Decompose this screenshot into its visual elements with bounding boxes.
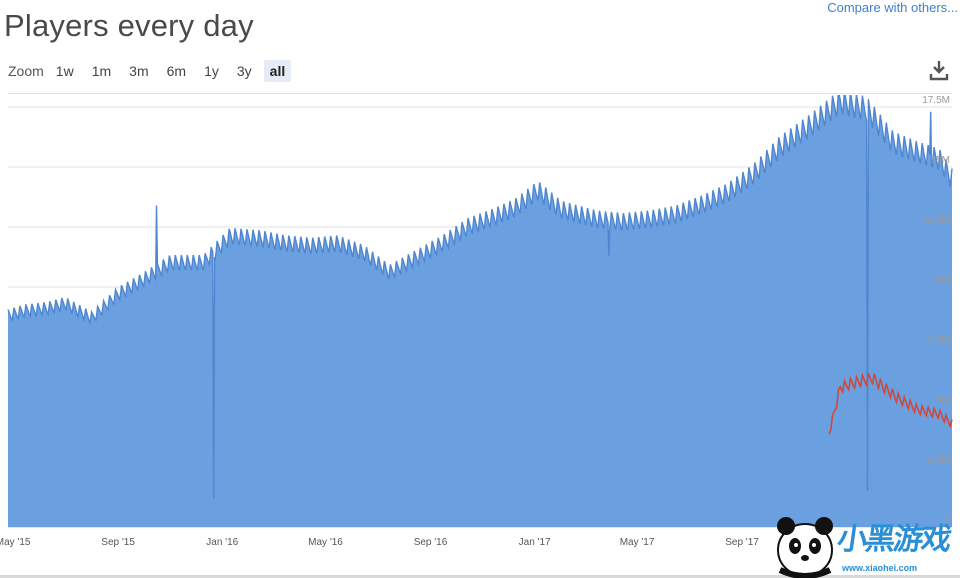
panda-logo <box>777 517 833 578</box>
zoom-3y-button[interactable]: 3y <box>236 63 252 79</box>
x-axis-labels: May '15 Sep '15 Jan '16 May '16 Sep '16 Jan '… <box>0 537 759 548</box>
zoom-3m-button[interactable]: 3m <box>129 63 149 79</box>
watermark-url: www.xiaohei.com <box>842 563 918 573</box>
bottom-strip <box>0 575 960 578</box>
x-tick-label: Jan '16 <box>206 537 238 548</box>
y-tick-label: 5M <box>936 395 950 406</box>
series-layer <box>7 95 953 527</box>
zoom-1w-button[interactable]: 1w <box>55 63 74 79</box>
x-tick-label: May '17 <box>620 537 655 548</box>
y-tick-label: 17.5M <box>922 95 950 106</box>
players-area <box>8 95 952 527</box>
y-tick-label: 12.5M <box>922 215 950 226</box>
x-tick-label: Jan '17 <box>519 537 551 548</box>
y-tick-label: 2.5M <box>928 455 950 466</box>
zoom-bar: Zoom 1w 1m 3m 6m 1y 3y all <box>8 60 297 82</box>
players-line <box>7 95 953 499</box>
zoom-1y-button[interactable]: 1y <box>204 63 219 79</box>
players-chart: 0 2.5M 5M 7.5M 10M 12.5M 15M 17.5M May '15 Sep '… <box>0 95 953 548</box>
y-tick-label: 15M <box>931 155 950 166</box>
x-tick-label: May '15 <box>0 537 31 548</box>
download-icon[interactable] <box>928 58 950 82</box>
compare-with-others-link[interactable]: Compare with others... <box>827 0 958 15</box>
page-title: Players every day <box>4 8 254 43</box>
y-tick-label: 10M <box>931 275 950 286</box>
zoom-all-button[interactable]: all <box>263 60 292 82</box>
comparison-line <box>828 372 953 435</box>
zoom-label: Zoom <box>8 63 44 79</box>
zoom-6m-button[interactable]: 6m <box>166 63 187 79</box>
y-tick-label: 7.5M <box>928 335 950 346</box>
header-divider <box>8 93 952 94</box>
zoom-1m-button[interactable]: 1m <box>91 63 112 79</box>
x-tick-label: May '16 <box>308 537 343 548</box>
y-axis-labels: 0 2.5M 5M 7.5M 10M 12.5M 15M 17.5M <box>922 95 950 526</box>
x-tick-label: Sep '17 <box>725 537 759 548</box>
watermark-text: 小黑游戏 <box>835 523 952 556</box>
x-tick-label: Sep '16 <box>414 537 448 548</box>
x-tick-label: Sep '15 <box>101 537 135 548</box>
y-tick-label: 0 <box>944 515 950 526</box>
